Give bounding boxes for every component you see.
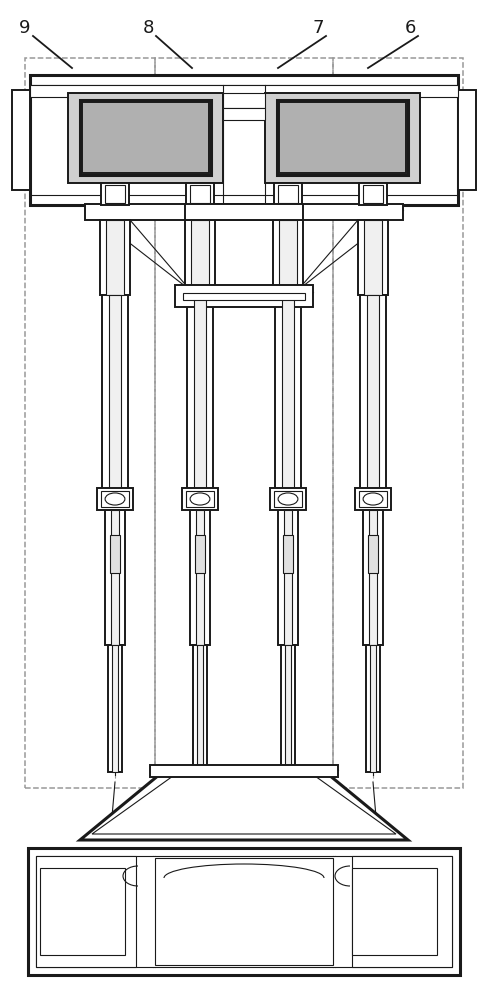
Bar <box>36 856 136 967</box>
Bar <box>270 488 306 510</box>
Bar <box>108 645 122 772</box>
Bar <box>85 204 403 220</box>
Bar <box>182 488 218 510</box>
Bar <box>190 510 210 645</box>
Bar <box>106 220 124 295</box>
Text: 6: 6 <box>405 19 416 37</box>
Bar <box>352 868 437 955</box>
Bar <box>190 185 210 203</box>
Ellipse shape <box>278 493 298 505</box>
Bar <box>185 220 215 295</box>
Bar <box>195 535 205 573</box>
Bar <box>273 220 303 295</box>
Bar <box>82 102 209 173</box>
Bar <box>68 93 223 183</box>
Bar <box>110 535 120 573</box>
Bar <box>278 510 298 645</box>
Bar <box>186 183 214 205</box>
Bar <box>265 93 420 183</box>
Bar <box>369 510 377 645</box>
Bar <box>358 220 388 295</box>
Bar <box>360 295 386 490</box>
Bar <box>196 510 204 645</box>
Bar <box>30 75 458 205</box>
Bar <box>105 510 125 645</box>
Bar <box>25 58 155 788</box>
Bar <box>368 535 378 573</box>
Bar <box>284 510 292 645</box>
Text: 9: 9 <box>19 19 31 37</box>
Bar <box>155 58 333 788</box>
Bar <box>277 100 408 175</box>
Bar <box>274 491 302 507</box>
Bar <box>36 856 452 967</box>
Bar <box>175 285 313 307</box>
Bar <box>80 100 211 175</box>
Bar <box>194 295 206 490</box>
Polygon shape <box>80 770 408 840</box>
Bar <box>275 295 301 490</box>
Bar <box>359 491 387 507</box>
Bar <box>223 108 265 120</box>
Bar <box>187 295 213 490</box>
Bar <box>363 185 383 203</box>
Bar <box>366 645 380 772</box>
Bar <box>155 858 333 965</box>
Bar <box>197 645 203 772</box>
Bar <box>282 295 294 490</box>
Bar <box>185 204 303 220</box>
Bar <box>101 183 129 205</box>
Bar <box>109 295 121 490</box>
Bar <box>370 645 376 772</box>
Bar <box>355 488 391 510</box>
Bar <box>281 645 295 772</box>
Bar <box>363 510 383 645</box>
Bar <box>112 645 118 772</box>
Bar <box>359 183 387 205</box>
Bar <box>458 90 476 190</box>
Bar <box>102 295 128 490</box>
Polygon shape <box>92 776 396 834</box>
Bar <box>111 510 119 645</box>
Bar <box>100 220 130 295</box>
Bar <box>193 645 207 772</box>
Bar <box>223 93 265 108</box>
Bar <box>283 535 293 573</box>
Bar <box>12 90 30 190</box>
Bar <box>28 848 460 975</box>
Bar <box>97 488 133 510</box>
Ellipse shape <box>363 493 383 505</box>
Bar <box>364 220 382 295</box>
Bar <box>40 868 125 955</box>
Bar <box>105 185 125 203</box>
Bar <box>285 645 291 772</box>
Bar <box>367 295 379 490</box>
Bar <box>278 185 298 203</box>
Bar <box>191 220 209 295</box>
Text: 8: 8 <box>142 19 154 37</box>
Bar <box>186 491 214 507</box>
Bar <box>101 491 129 507</box>
Bar <box>352 856 452 967</box>
Text: 7: 7 <box>312 19 324 37</box>
Bar <box>279 102 406 173</box>
Bar <box>279 220 297 295</box>
Bar <box>274 183 302 205</box>
Ellipse shape <box>105 493 125 505</box>
Bar <box>150 765 338 777</box>
Bar <box>30 85 458 97</box>
Bar <box>183 293 305 300</box>
Bar <box>333 58 463 788</box>
Ellipse shape <box>190 493 210 505</box>
